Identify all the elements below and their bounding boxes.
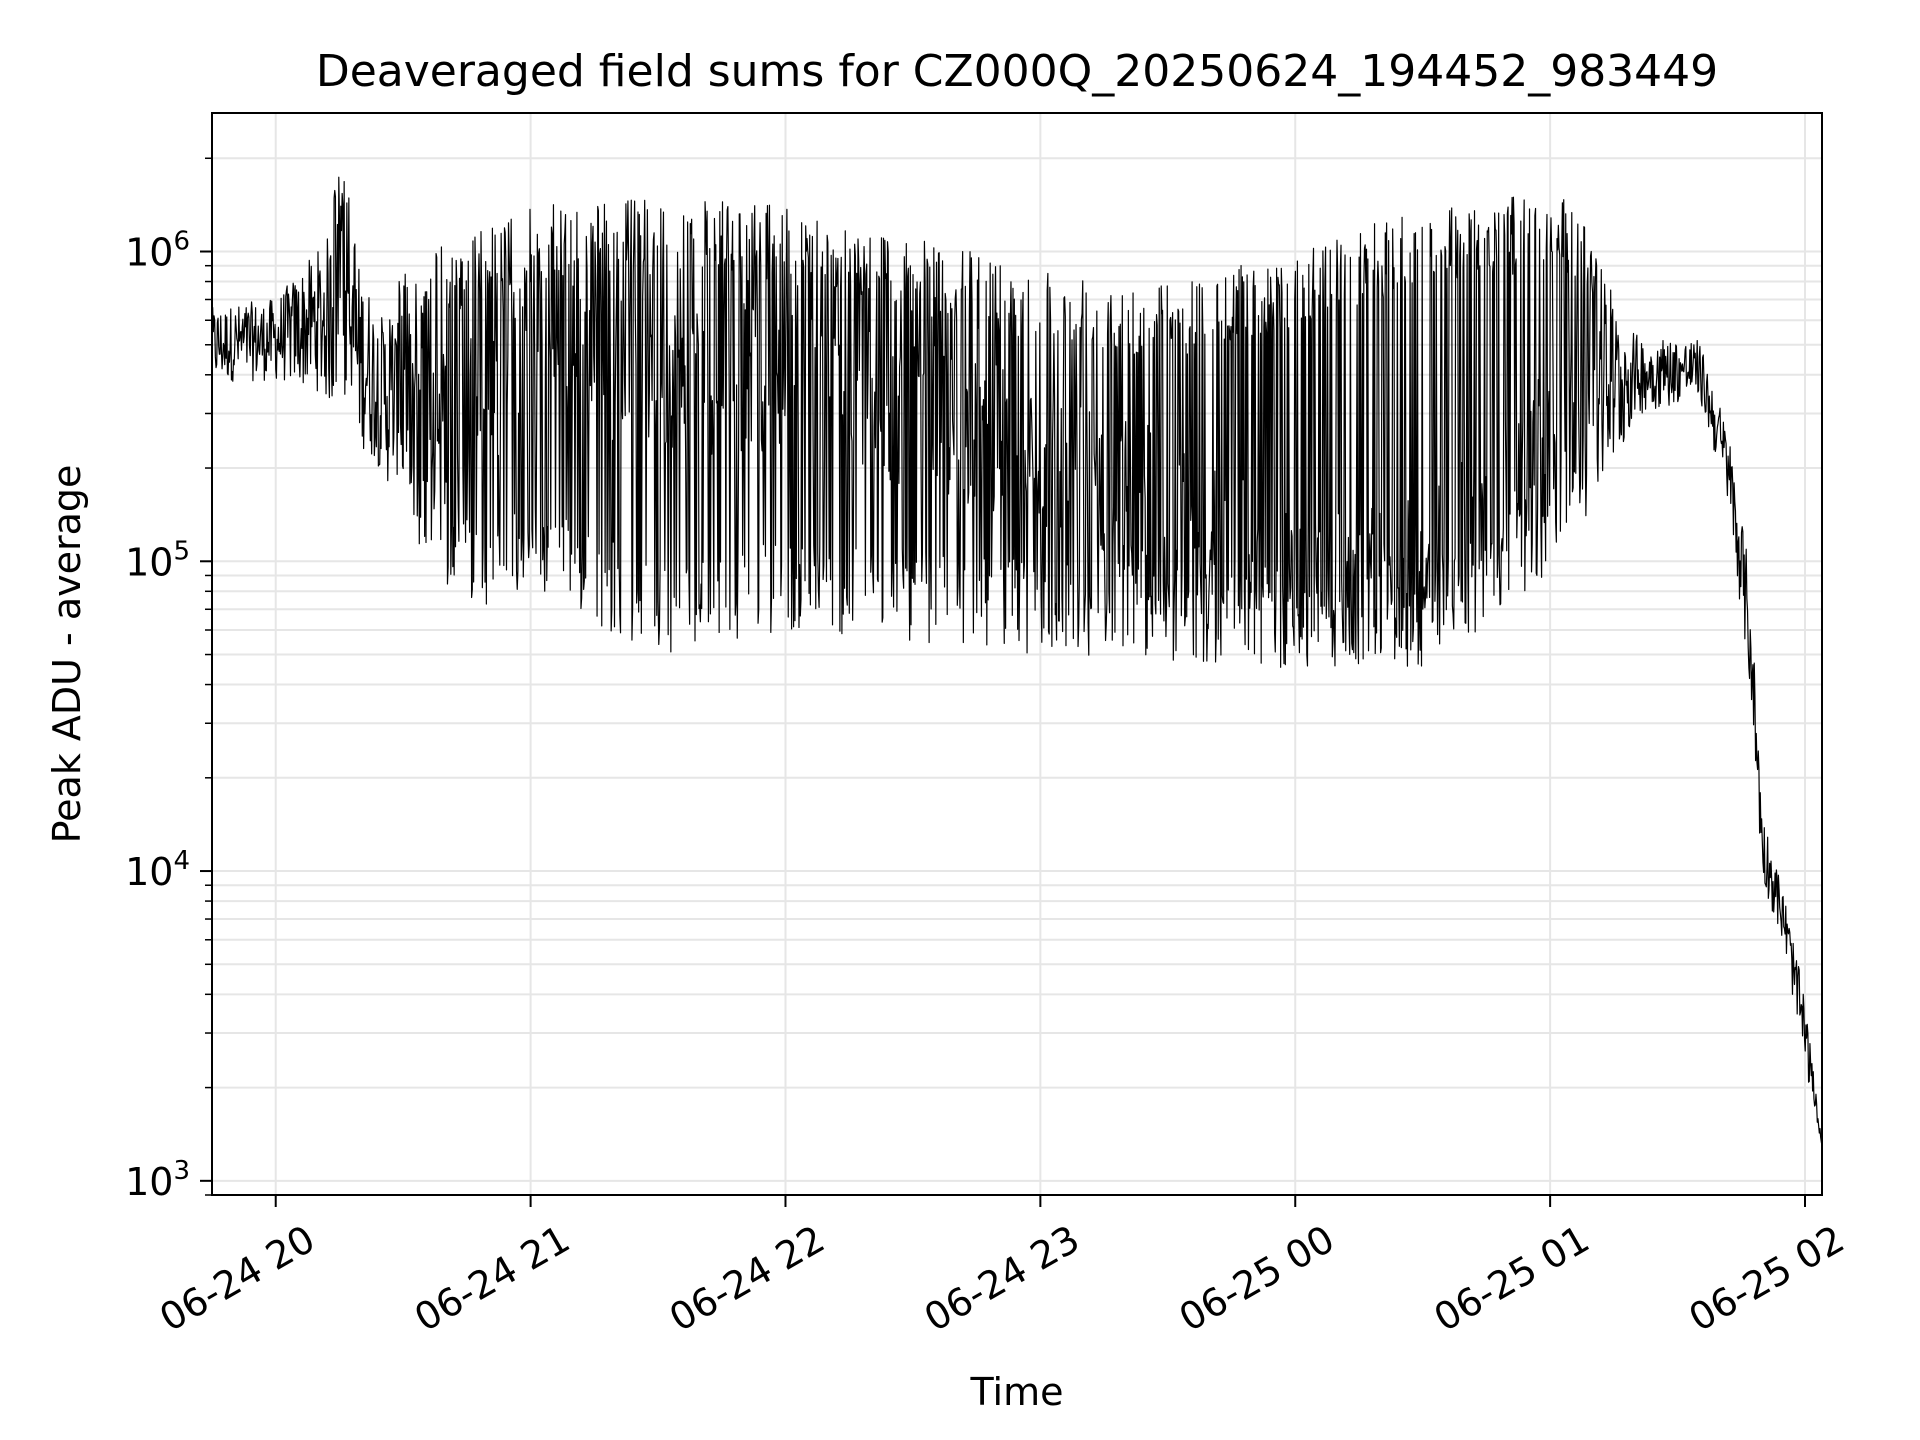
x-axis-label: Time [970,1370,1064,1414]
y-axis-label: Peak ADU - average [45,465,89,844]
series [211,176,1823,1146]
y-tick-label: 104 [125,846,190,894]
y-axis-ticks: 103 104 105 106 [125,157,212,1204]
series-line [211,176,1823,1146]
y-tick-label: 103 [125,1156,190,1204]
chart-title: Deaveraged field sums for CZ000Q_2025062… [316,46,1718,97]
grid [212,113,1822,1196]
y-tick-label: 106 [125,227,190,275]
y-tick-label: 105 [125,536,190,584]
